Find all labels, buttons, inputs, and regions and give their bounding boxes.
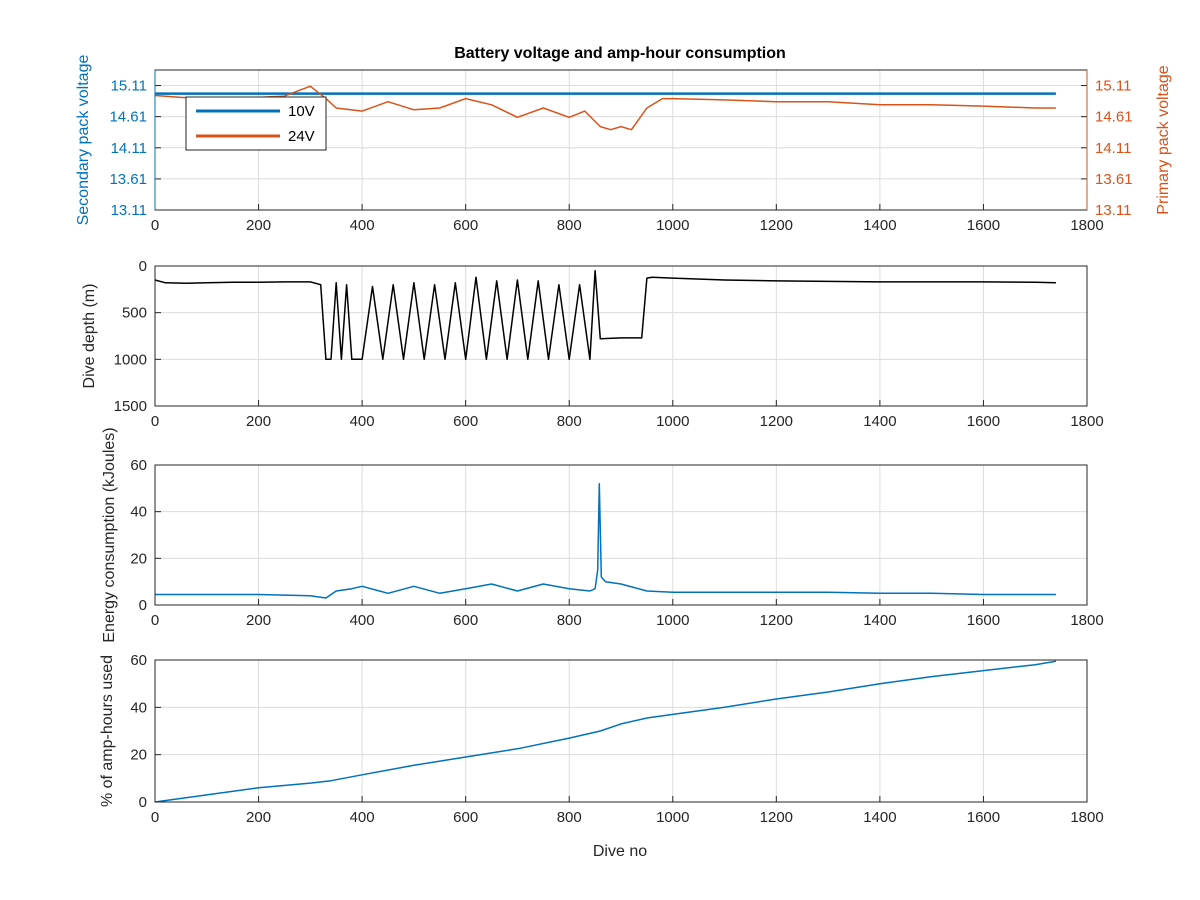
x-tick-label: 1400 (863, 809, 896, 826)
axes-box (154, 265, 1088, 407)
panel2-ylabel: Dive depth (m) (81, 284, 98, 389)
y-tick-label: 13.61 (109, 171, 147, 188)
x-tick-label: 1400 (863, 217, 896, 234)
right-y-tick-label: 15.11 (1095, 78, 1131, 95)
x-tick-label: 200 (246, 809, 271, 826)
panel1-right-ylabel: Primary pack voltage (1155, 65, 1172, 214)
x-tick-label: 200 (246, 413, 271, 430)
x-tick-label: 1400 (863, 413, 896, 430)
chart-title: Battery voltage and amp-hour consumption (454, 45, 786, 62)
y-tick-label: 20 (130, 550, 147, 567)
x-tick-label: 1800 (1070, 809, 1103, 826)
right-y-tick-label: 14.61 (1095, 109, 1133, 126)
y-tick-label: 14.11 (111, 140, 147, 157)
x-tick-label: 1000 (656, 413, 689, 430)
x-tick-label: 1600 (967, 612, 1000, 629)
panel3-ylabel: Energy consumption (kJoules) (101, 427, 118, 642)
series-line-3 (155, 482, 1056, 599)
x-tick-label: 1600 (967, 809, 1000, 826)
x-tick-label: 800 (557, 413, 582, 430)
x-tick-label: 400 (350, 612, 375, 629)
y-tick-label: 40 (130, 699, 147, 716)
x-tick-label: 800 (557, 217, 582, 234)
y-tick-label: 13.11 (111, 202, 147, 219)
x-tick-label: 1400 (863, 612, 896, 629)
x-tick-label: 400 (350, 809, 375, 826)
axes-box (154, 464, 1088, 606)
panel4-ylabel: % of amp-hours used (99, 655, 116, 807)
legend-box (185, 96, 327, 151)
panel1-left-ylabel: Secondary pack voltage (75, 55, 92, 226)
x-tick-label: 200 (246, 612, 271, 629)
x-tick-label: 800 (557, 612, 582, 629)
right-y-tick-label: 13.11 (1095, 202, 1131, 219)
y-tick-label: 40 (130, 504, 147, 521)
y-tick-label: 1000 (114, 351, 147, 368)
panel-3: 0 200 400 600 800 1000 1200 1400 1600 1800 0 20 40 60 (130, 457, 1103, 629)
y-tick-label: 20 (130, 747, 147, 764)
x-tick-label: 200 (246, 217, 271, 234)
right-y-tick-label: 14.11 (1095, 140, 1131, 157)
panel4-xlabel: Dive no (593, 843, 647, 860)
x-tick-label: 600 (453, 809, 478, 826)
x-tick-label: 1800 (1070, 612, 1103, 629)
x-tick-label: 1200 (760, 217, 793, 234)
x-tick-label: 1800 (1070, 413, 1103, 430)
panel-1: 0 200 400 600 800 1000 1200 1400 1600 180013.1113… (109, 69, 1133, 234)
x-tick-label: 1800 (1070, 217, 1103, 234)
x-tick-label: 400 (350, 413, 375, 430)
y-tick-label: 0 (139, 597, 147, 614)
series-line-4 (154, 660, 1057, 803)
y-tick-label: 60 (130, 652, 147, 669)
x-tick-label: 600 (453, 413, 478, 430)
x-tick-label: 800 (557, 809, 582, 826)
x-tick-label: 400 (350, 217, 375, 234)
x-tick-label: 1200 (760, 413, 793, 430)
y-tick-label: 60 (130, 457, 147, 474)
y-tick-label: 14.61 (109, 109, 147, 126)
x-tick-label: 0 (151, 413, 159, 430)
series-line-2 (154, 269, 1056, 361)
axes-box (154, 659, 1088, 803)
y-tick-label: 15.11 (111, 78, 147, 95)
legend: 10V 24V (185, 96, 327, 151)
x-tick-label: 0 (151, 809, 159, 826)
legend-label-24v: 24V (288, 128, 315, 145)
y-tick-label: 500 (122, 305, 147, 322)
x-tick-label: 1200 (760, 612, 793, 629)
x-tick-label: 0 (151, 217, 159, 234)
x-tick-label: 600 (453, 612, 478, 629)
x-tick-label: 1200 (760, 809, 793, 826)
x-tick-label: 1000 (656, 809, 689, 826)
legend-label-10v: 10V (288, 103, 315, 120)
x-tick-label: 1600 (967, 217, 1000, 234)
panel-2: 0 200 400 600 800 1000 1200 1400 1600 1800 0 500 100… (114, 258, 1104, 430)
y-tick-label: 1500 (114, 398, 147, 415)
x-tick-label: 0 (151, 612, 159, 629)
x-tick-label: 1000 (656, 612, 689, 629)
x-tick-label: 1000 (656, 217, 689, 234)
y-tick-label: 0 (139, 258, 147, 275)
right-y-tick-label: 13.61 (1095, 171, 1133, 188)
x-tick-label: 1600 (967, 413, 1000, 430)
y-tick-label: 0 (139, 794, 147, 811)
series-line-24v (154, 85, 1056, 131)
panel-4: 0 200 400 600 800 1000 1200 1400 1600 1800 0 20 40 60 (130, 652, 1103, 826)
x-tick-label: 600 (453, 217, 478, 234)
